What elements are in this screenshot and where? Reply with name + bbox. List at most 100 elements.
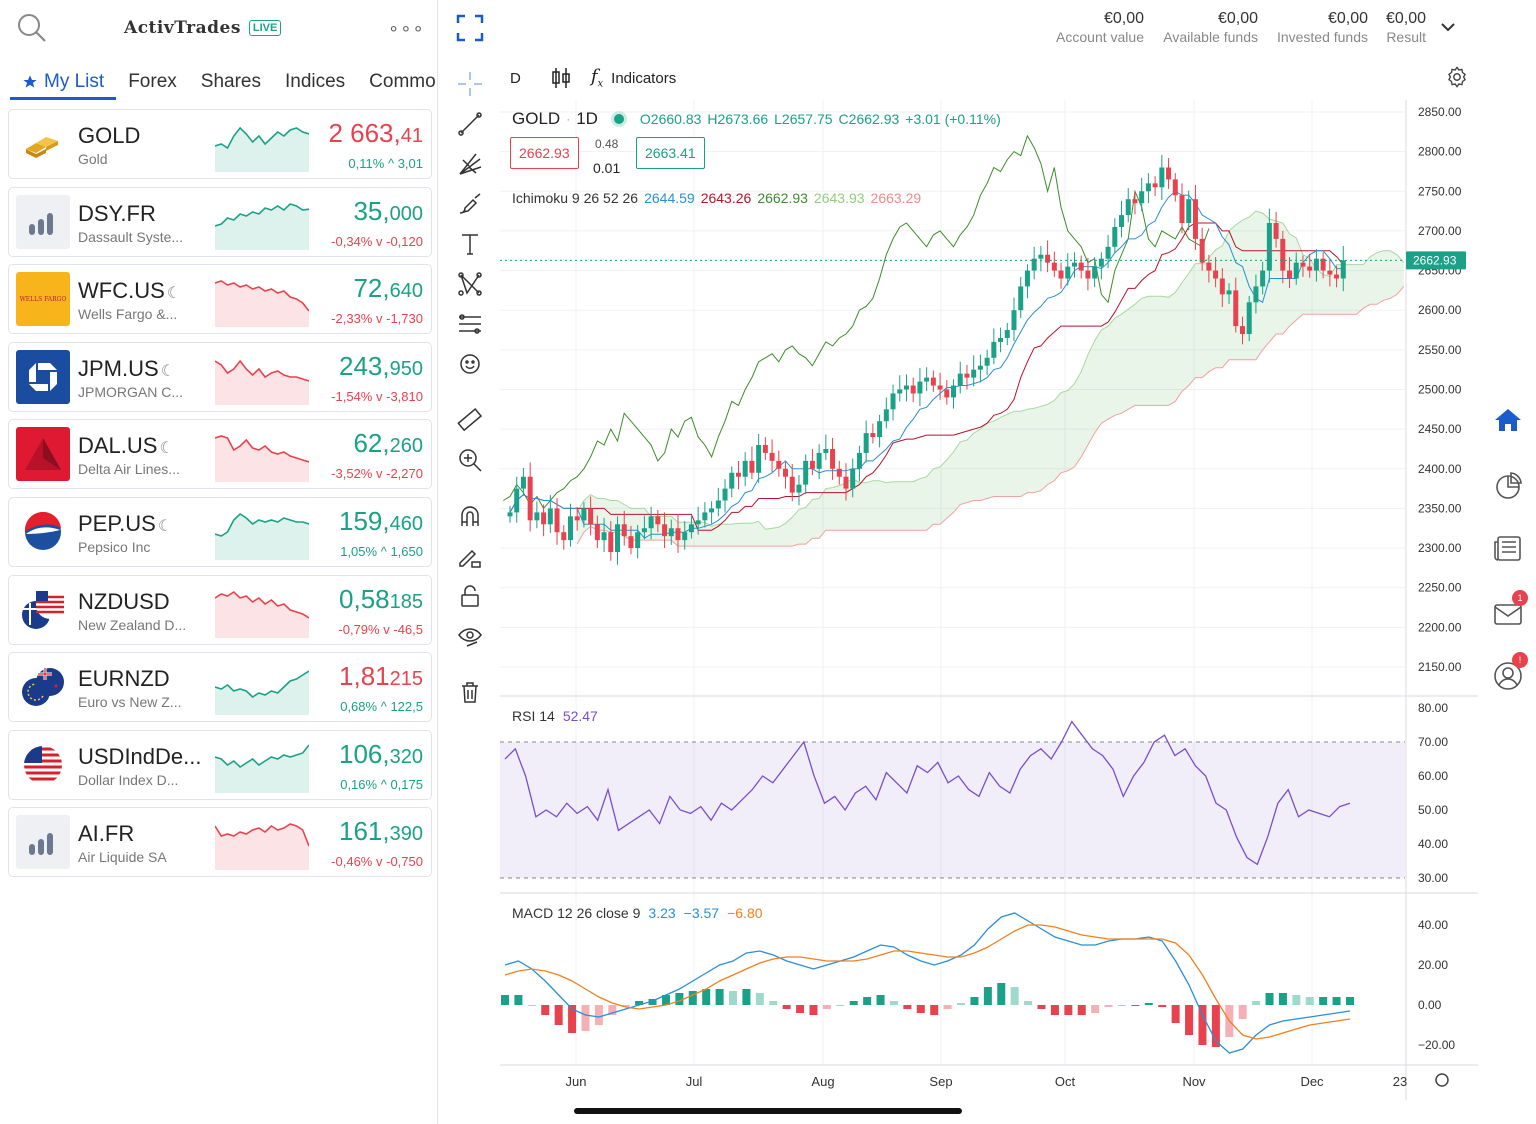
time-axis-label: Aug [811, 1074, 834, 1089]
tab-my-list[interactable]: My List [10, 71, 117, 100]
more-icon[interactable]: ∘∘∘ [388, 18, 425, 38]
profile-icon[interactable]: ! [1492, 652, 1528, 692]
portfolio-icon[interactable] [1492, 470, 1524, 502]
fib-retracement-icon[interactable] [454, 308, 486, 340]
watchlist-card[interactable]: WELLS FARGO WFC.US ☾ Wells Fargo &... 72,… [8, 264, 432, 335]
candle-body [1125, 199, 1131, 216]
indicators-button[interactable]: fx Indicators [591, 66, 676, 90]
instrument-symbol: GOLD [78, 123, 141, 148]
rsi-tick-label: 40.00 [1418, 837, 1448, 851]
sparkline-line [214, 435, 310, 464]
candle-body [1018, 286, 1024, 311]
tab-forex[interactable]: Forex [128, 71, 177, 92]
logo-text: ActivTrades [124, 18, 241, 38]
interval-button[interactable]: D [510, 69, 521, 87]
macd-histogram-bar [1252, 1001, 1261, 1005]
macd-histogram-bar [501, 995, 509, 1005]
change-arrow: v [376, 854, 383, 870]
watchlist-card[interactable]: JPM.US ☾ JPMORGAN C... 243,950 -1,54% v -… [8, 341, 432, 412]
macd-histogram-bar [1238, 1005, 1247, 1019]
sparkline-area [215, 436, 309, 483]
buy-button[interactable]: 2663.41 [636, 137, 705, 169]
instrument-change: -2,33% v -1,730 [331, 311, 423, 327]
ruler-icon[interactable] [454, 404, 486, 436]
macd-hist-value: −6.80 [727, 905, 763, 921]
crosshair-icon[interactable] [454, 68, 486, 100]
lock-icon[interactable] [454, 580, 486, 612]
tab-commodities[interactable]: Commo [369, 71, 436, 92]
sparkline-area [215, 824, 309, 871]
candle-type-icon[interactable] [551, 67, 571, 89]
trend-line-icon[interactable] [454, 108, 486, 140]
candle-body [675, 528, 681, 541]
macd-histogram-bar [1091, 1005, 1100, 1013]
candle-body [655, 516, 661, 525]
mail-icon[interactable]: 1 [1492, 590, 1528, 630]
macd-histogram-bar [849, 1001, 858, 1005]
magnet-icon[interactable] [454, 500, 486, 532]
tab-indices[interactable]: Indices [284, 71, 346, 92]
watchlist-card[interactable]: DSY.FR Dassault Syste... 35,000 -0,34% v… [8, 186, 432, 257]
search-icon[interactable] [16, 12, 48, 49]
macd-histogram-bar [541, 1005, 550, 1015]
ichimoku-legend: Ichimoku 9 26 52 26 2644.59 2643.26 2662… [512, 190, 921, 206]
macd-histogram-bar [661, 995, 670, 1005]
instrument-logo [16, 194, 70, 249]
news-icon[interactable] [1492, 532, 1524, 564]
macd-tick-label: 40.00 [1418, 918, 1448, 932]
price-tick-label: 2250.00 [1418, 581, 1462, 595]
candle-body [769, 452, 775, 461]
watchlist-card[interactable]: GOLD Gold 2 663,41 0,11% ^ 3,01 [8, 109, 432, 179]
brush-icon[interactable] [454, 188, 486, 220]
candle-body [1152, 183, 1158, 188]
watchlist-card[interactable]: DAL.US ☾ Delta Air Lines... 62,260 -3,52%… [8, 419, 432, 490]
eye-icon[interactable] [454, 620, 486, 652]
tab-shares[interactable]: Shares [200, 71, 261, 92]
candle-body [722, 488, 728, 501]
ichimoku-base: 2643.26 [700, 190, 752, 206]
price-chart[interactable]: 2850.002800.002750.002700.002650.002600.… [500, 100, 1478, 1100]
candle-body [621, 524, 627, 537]
chevron-down-icon[interactable] [1439, 18, 1457, 41]
watchlist-card[interactable]: AI.FR Air Liquide SA 161,390 -0,46% v -0… [8, 807, 432, 878]
home-indicator [574, 1108, 962, 1114]
axis-settings-icon [1435, 1073, 1449, 1087]
macd-histogram-bar [581, 1005, 590, 1031]
price-tick-label: 2800.00 [1418, 145, 1462, 159]
home-icon[interactable] [1492, 404, 1524, 436]
price-tick-label: 2500.00 [1418, 383, 1462, 397]
trash-icon[interactable] [454, 676, 486, 708]
instrument-name: Wells Fargo &... [78, 306, 178, 323]
watchlist-card[interactable]: PEP.US ☾ Pepsico Inc 159,460 1,05% ^ 1,65… [8, 496, 432, 567]
macd-tick-label: 0.00 [1418, 998, 1442, 1012]
candle-body [1058, 270, 1064, 279]
sell-button[interactable]: 2662.93 [510, 137, 579, 169]
market-closed-moon-icon: ☾ [157, 517, 173, 535]
chart-settings-icon[interactable] [1446, 66, 1468, 93]
candle-body [507, 512, 513, 517]
rsi-tick-label: 60.00 [1418, 769, 1448, 783]
price-tick-label: 2450.00 [1418, 422, 1462, 436]
emoji-icon[interactable] [454, 348, 486, 380]
rsi-tick-label: 50.00 [1418, 803, 1448, 817]
watchlist-card[interactable]: EURNZD Euro vs New Z... 1,81215 0,68% ^ … [8, 652, 432, 723]
watchlist-card[interactable]: NZDUSD New Zealand D... 0,58185 -0,79% v… [8, 574, 432, 645]
zoom-in-icon[interactable] [454, 444, 486, 476]
candle-body [1166, 167, 1172, 180]
text-tool-icon[interactable] [454, 228, 486, 260]
watchlist-card[interactable]: USDIndDe... Dollar Index D... 106,320 0,… [8, 729, 432, 800]
pattern-icon[interactable] [454, 268, 486, 300]
price-tick-label: 2700.00 [1418, 224, 1462, 238]
market-closed-moon-icon: ☾ [159, 440, 174, 458]
price-tick-label: 2400.00 [1418, 462, 1462, 476]
instrument-change: -0,79% v -46,5 [338, 621, 423, 637]
edit-lock-icon[interactable] [454, 540, 486, 572]
time-axis-label: Jun [566, 1074, 587, 1089]
watchlist-header: ActivTrades LIVE ∘∘∘ [0, 0, 438, 60]
fullscreen-icon[interactable] [456, 14, 484, 47]
candle-body [816, 452, 822, 469]
pitchfork-icon[interactable] [454, 148, 486, 180]
instrument-name: Gold [78, 151, 108, 167]
macd-histogram-bar [1319, 997, 1328, 1005]
macd-tick-label: −20.00 [1418, 1038, 1455, 1052]
